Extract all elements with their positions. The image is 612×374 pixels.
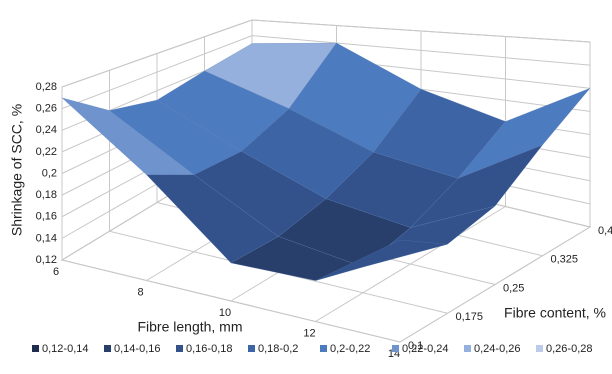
legend-label: 0,24-0,26 bbox=[474, 343, 520, 355]
legend-swatch bbox=[32, 345, 39, 352]
y-tick-label: 0,1 bbox=[408, 340, 423, 352]
z-tick-label: 0,22 bbox=[36, 146, 57, 158]
x-tick-label: 6 bbox=[53, 266, 59, 278]
z-tick-label: 0,2 bbox=[42, 167, 57, 179]
legend-label: 0,2-0,22 bbox=[330, 343, 370, 355]
z-tick-label: 0,26 bbox=[36, 103, 57, 115]
z-axis-title: Shrinkage of SCC, % bbox=[9, 104, 25, 236]
surface-cell bbox=[315, 239, 448, 281]
legend-label: 0,18-0,2 bbox=[258, 343, 298, 355]
x-axis-title: Fibre length, mm bbox=[137, 319, 242, 335]
x-tick-label: 8 bbox=[137, 286, 143, 298]
x-tick-label: 10 bbox=[219, 307, 231, 319]
z-tick-label: 0,24 bbox=[36, 124, 57, 136]
legend-swatch bbox=[464, 345, 471, 352]
z-tick-label: 0,14 bbox=[36, 232, 57, 244]
legend-swatch bbox=[104, 345, 111, 352]
x-tick-label: 12 bbox=[303, 327, 315, 339]
z-tick-label: 0,28 bbox=[36, 81, 57, 93]
legend-label: 0,12-0,14 bbox=[42, 343, 88, 355]
legend-swatch bbox=[248, 345, 255, 352]
z-tick-label: 0,12 bbox=[36, 254, 57, 266]
y-tick-label: 0,4 bbox=[598, 225, 612, 237]
legend-label: 0,22-0,24 bbox=[402, 343, 448, 355]
legend-swatch bbox=[176, 345, 183, 352]
legend-swatch bbox=[536, 345, 543, 352]
legend-swatch bbox=[392, 345, 399, 352]
y-tick-label: 0,25 bbox=[503, 282, 524, 294]
y-tick-label: 0,325 bbox=[551, 254, 579, 266]
y-tick-label: 0,175 bbox=[456, 311, 484, 323]
legend-swatch bbox=[320, 345, 327, 352]
legend-label: 0,14-0,16 bbox=[114, 343, 160, 355]
grid-line bbox=[61, 259, 401, 343]
y-axis-title: Fibre content, % bbox=[504, 305, 606, 321]
z-tick-label: 0,18 bbox=[36, 189, 57, 201]
z-tick-label: 0,16 bbox=[36, 211, 57, 223]
legend-label: 0,16-0,18 bbox=[186, 343, 232, 355]
legend-label: 0,26-0,28 bbox=[546, 343, 592, 355]
